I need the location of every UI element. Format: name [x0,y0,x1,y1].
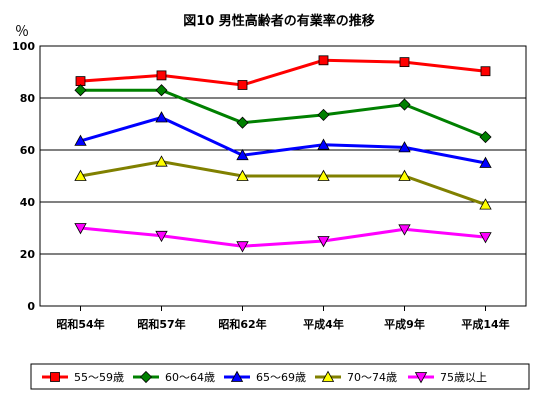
y-tick-label: 100 [12,40,35,53]
legend-box [30,363,530,390]
y-tick-label: 0 [27,300,35,313]
legend-marker [230,370,244,382]
data-point [480,66,491,77]
y-tick-label: 20 [20,248,36,261]
series-group [74,55,492,253]
series-1 [75,55,491,90]
x-tick-label: 昭和54年 [56,317,104,331]
data-point [317,138,330,150]
legend-marker [50,372,60,382]
data-point [398,224,411,236]
series-line [80,88,487,139]
data-point [74,223,87,235]
data-point [398,169,411,181]
legend-marker [139,370,153,384]
legend-label: 65～69歳 [256,371,306,384]
series-5 [74,223,492,253]
x-axis-ticks: 昭和54年 昭和57年 昭和62年 平成4年 平成9年 平成14年 [56,306,510,331]
legend-marker [414,372,428,384]
y-tick-label: 40 [20,196,36,209]
data-point [155,111,168,123]
data-point [479,156,492,168]
x-tick-label: 昭和57年 [137,317,185,331]
data-point [317,236,330,248]
data-point [479,130,492,144]
series-line [80,58,486,87]
series-line [80,160,486,207]
legend-marker [321,370,335,382]
data-point [156,70,167,81]
x-tick-label: 平成9年 [384,317,425,331]
x-tick-label: 昭和62年 [218,317,266,331]
data-point [398,141,411,153]
data-point [74,134,87,146]
data-point [479,232,492,244]
legend-label: 55～59歳 [74,371,124,384]
series-line [80,115,486,165]
data-point [74,169,87,181]
legend-label: 60～64歳 [165,371,215,384]
data-point [398,98,411,111]
data-point [236,148,249,161]
data-point [236,116,249,129]
legend: 55～59歳 60～64歳 65～69歳 70～74歳 75歳以上 [30,363,530,390]
data-point [237,80,248,90]
data-point [399,57,410,68]
x-tick-label: 平成4年 [303,317,344,331]
data-point [317,169,330,181]
series-3 [74,111,492,168]
legend-label: 75歳以上 [440,371,487,384]
data-point [318,55,329,66]
legend-label: 70～74歳 [347,371,397,384]
data-point [236,241,249,253]
y-axis-unit: ％ [15,24,29,40]
x-tick-label: 平成14年 [461,317,509,331]
y-axis-ticks: 0 20 40 60 80 100 [12,40,35,313]
series-4 [74,155,492,210]
data-point [155,155,168,167]
y-tick-label: 60 [20,144,36,157]
series-2 [74,84,492,144]
data-point [155,230,168,243]
plot-area [39,45,527,307]
data-point [155,84,168,97]
data-point [74,84,87,97]
y-tick-label: 80 [20,92,36,105]
data-point [479,198,492,210]
series-line [80,226,486,248]
data-point [317,108,330,121]
data-point [236,169,249,181]
chart-title: 図10 男性高齢者の有業率の推移 [183,13,375,29]
